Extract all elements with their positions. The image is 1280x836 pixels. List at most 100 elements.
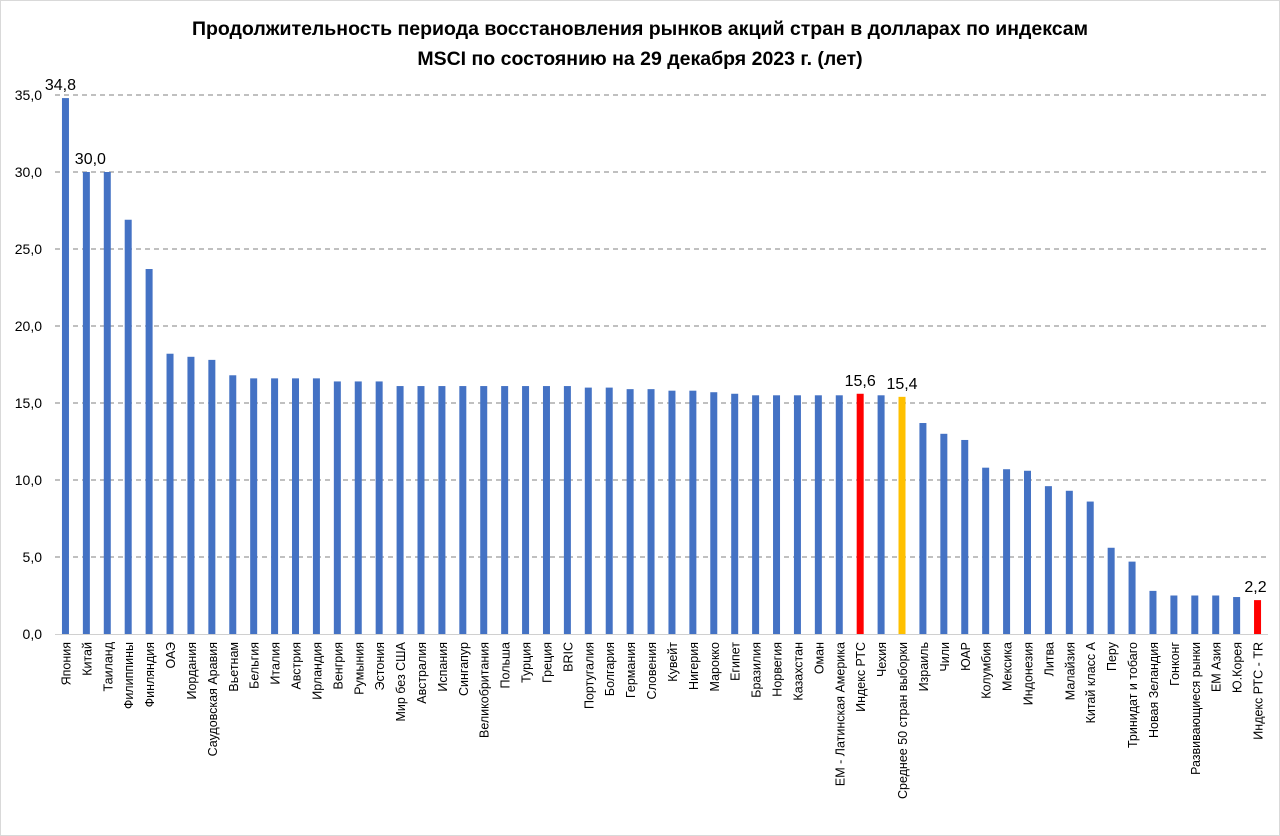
x-tick-label: Малайзия <box>1063 642 1077 700</box>
chart-title-line-1: Продолжительность периода восстановления… <box>191 18 1089 40</box>
x-tick-label: Среднее 50 стран выборки <box>896 642 910 799</box>
x-tick-label: Словения <box>645 642 659 700</box>
x-tick-label: Развивающиеся рынки <box>1189 642 1203 775</box>
bars <box>61 98 1262 635</box>
y-tick-label: 0,0 <box>23 626 43 642</box>
x-tick-label: Бельгия <box>248 642 262 689</box>
x-tick-label: Филиппины <box>122 642 136 709</box>
x-tick-label: Норвегия <box>771 642 785 697</box>
x-tick-label: Испания <box>436 642 450 692</box>
bar <box>375 381 383 634</box>
bar <box>1149 590 1157 634</box>
bar <box>1086 501 1094 634</box>
x-tick-label: Колумбия <box>980 642 994 699</box>
bar <box>647 389 655 634</box>
bar <box>103 172 111 634</box>
x-tick-label: Китай <box>80 642 94 676</box>
y-axis-ticks: 0,0 5,0 10,0 15,0 20,0 25,0 30,0 35,0 <box>15 87 42 642</box>
bar <box>668 390 676 634</box>
bar <box>1170 595 1178 634</box>
bar <box>1233 597 1241 634</box>
bar <box>333 381 341 634</box>
x-tick-label: ЕМ - Латинская Америка <box>833 642 847 786</box>
bar <box>982 467 990 634</box>
bar <box>1044 486 1052 634</box>
bar <box>773 395 781 634</box>
x-tick-label: Мир без США <box>394 641 408 721</box>
bar <box>793 395 801 634</box>
bar <box>731 393 739 634</box>
x-tick-label: Финляндия <box>143 642 157 707</box>
x-tick-label: Таиланд <box>101 641 115 691</box>
bar <box>82 172 90 634</box>
bar <box>605 387 613 634</box>
bar <box>417 386 425 634</box>
x-tick-label: BRIC <box>561 642 575 672</box>
y-tick-label: 35,0 <box>15 87 42 103</box>
chart-title-line-2: MSCI по состоянию на 29 декабря 2023 г. … <box>417 48 863 70</box>
bar <box>835 395 843 634</box>
y-tick-label: 5,0 <box>23 549 43 565</box>
data-label: 15,4 <box>886 376 917 393</box>
bar <box>919 423 927 634</box>
bar <box>710 392 718 634</box>
bar <box>187 356 195 634</box>
x-tick-label: Австралия <box>415 642 429 704</box>
bar <box>1003 469 1011 634</box>
bar <box>626 389 634 634</box>
x-tick-label: Индонезия <box>1021 642 1035 705</box>
x-tick-label: Мексика <box>1001 642 1015 691</box>
bar <box>814 395 822 634</box>
bar <box>856 393 864 634</box>
x-tick-label: Иордания <box>185 642 199 700</box>
x-tick-label: Чили <box>938 642 952 672</box>
x-tick-label: Румыния <box>352 642 366 695</box>
x-tick-label: ЕМ Азия <box>1210 642 1224 692</box>
bar <box>752 395 760 634</box>
gridlines <box>55 94 1268 558</box>
x-tick-label: Израиль <box>917 642 931 691</box>
bar <box>459 386 467 634</box>
x-tick-label: Индекс РТС - TR <box>1252 642 1266 740</box>
bar <box>312 378 320 634</box>
bar <box>271 378 279 634</box>
bar <box>1065 490 1073 634</box>
x-tick-label: Литва <box>1042 642 1056 676</box>
bar <box>940 433 948 634</box>
y-tick-label: 10,0 <box>15 472 42 488</box>
x-tick-label: Перу <box>1105 641 1119 671</box>
x-tick-label: Тринидат и тобаго <box>1126 642 1140 748</box>
y-tick-label: 25,0 <box>15 241 42 257</box>
x-tick-label: Болгария <box>603 642 617 696</box>
x-tick-label: Австрия <box>290 642 304 690</box>
x-tick-label: Индекс РТС <box>854 642 868 712</box>
x-tick-label: Ирландия <box>310 642 324 700</box>
bar <box>438 386 446 634</box>
x-tick-label: Япония <box>59 642 73 685</box>
x-tick-label: Саудовская Аравия <box>206 642 220 756</box>
bar <box>542 386 550 634</box>
x-tick-label: Чехия <box>875 642 889 677</box>
bar <box>208 359 216 634</box>
bar <box>480 386 488 634</box>
bar <box>563 386 571 634</box>
bar <box>1107 547 1115 634</box>
data-label: 30,0 <box>75 151 106 168</box>
x-tick-label: Китай класс А <box>1084 641 1098 723</box>
data-label: 34,8 <box>45 77 76 94</box>
data-labels: 34,8 30,0 15,6 15,4 2,2 <box>45 77 1267 596</box>
x-axis-ticks: Япония Китай Таиланд Филиппины Финляндия ОАЭ И… <box>59 641 1265 799</box>
x-tick-label: Гонконг <box>1168 642 1182 686</box>
x-tick-label: Оман <box>812 642 826 674</box>
x-tick-label: ЮАР <box>959 642 973 671</box>
data-label: 15,6 <box>845 373 876 390</box>
x-tick-label: Кувейт <box>666 642 680 682</box>
x-tick-label: Германия <box>624 642 638 698</box>
y-tick-label: 15,0 <box>15 395 42 411</box>
bar <box>166 353 174 634</box>
x-tick-label: Египет <box>729 642 743 681</box>
x-tick-label: Португалия <box>582 642 596 709</box>
bar <box>1023 470 1031 634</box>
x-tick-label: ОАЭ <box>164 642 178 669</box>
